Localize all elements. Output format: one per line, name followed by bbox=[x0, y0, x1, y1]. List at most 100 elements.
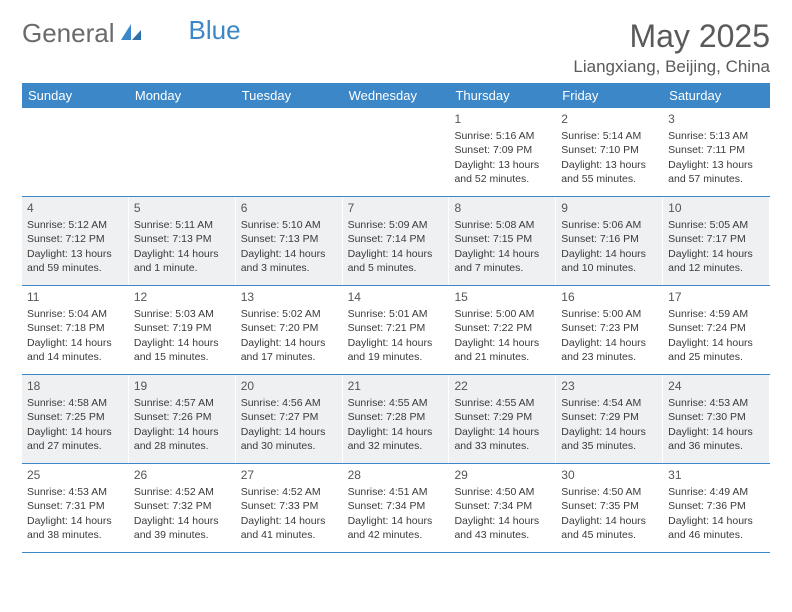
logo-sail-icon bbox=[119, 18, 143, 49]
day-number: 28 bbox=[348, 467, 444, 483]
day-cell: 12Sunrise: 5:03 AMSunset: 7:19 PMDayligh… bbox=[129, 286, 236, 374]
daylight-text: Daylight: 14 hours and 35 minutes. bbox=[561, 425, 657, 453]
sunrise-text: Sunrise: 5:08 AM bbox=[454, 218, 550, 232]
sunset-text: Sunset: 7:14 PM bbox=[348, 232, 444, 246]
daylight-text: Daylight: 14 hours and 43 minutes. bbox=[454, 514, 550, 542]
day-cell: 5Sunrise: 5:11 AMSunset: 7:13 PMDaylight… bbox=[129, 197, 236, 285]
daylight-text: Daylight: 14 hours and 32 minutes. bbox=[348, 425, 444, 453]
sunrise-text: Sunrise: 5:00 AM bbox=[454, 307, 550, 321]
day-cell: 17Sunrise: 4:59 AMSunset: 7:24 PMDayligh… bbox=[663, 286, 770, 374]
sunset-text: Sunset: 7:13 PM bbox=[241, 232, 337, 246]
sunset-text: Sunset: 7:11 PM bbox=[668, 143, 764, 157]
day-cell: 16Sunrise: 5:00 AMSunset: 7:23 PMDayligh… bbox=[556, 286, 663, 374]
day-number: 23 bbox=[561, 378, 657, 394]
day-cell: 6Sunrise: 5:10 AMSunset: 7:13 PMDaylight… bbox=[236, 197, 343, 285]
day-number: 29 bbox=[454, 467, 550, 483]
daylight-text: Daylight: 14 hours and 41 minutes. bbox=[241, 514, 337, 542]
logo-text-general: General bbox=[22, 18, 115, 49]
day-cell: 2 Sunrise: 5:14 AMSunset: 7:10 PMDaylight… bbox=[556, 108, 663, 196]
day-cell: 15 Sunrise: 5:00 AMSunset: 7:22 PMDayligh… bbox=[449, 286, 556, 374]
daylight-text: Daylight: 14 hours and 33 minutes. bbox=[454, 425, 550, 453]
day-cell: 21Sunrise: 4:55 AMSunset: 7:28 PMDayligh… bbox=[343, 375, 450, 463]
sunrise-text: Sunrise: 5:12 AM bbox=[27, 218, 123, 232]
sunset-text: Sunset: 7:10 PM bbox=[561, 143, 657, 157]
sunrise-text: Sunrise: 5:11 AM bbox=[134, 218, 230, 232]
sunset-text: Sunset: 7:20 PM bbox=[241, 321, 337, 335]
day-number: 6 bbox=[241, 200, 337, 216]
day-header-sun: Sunday bbox=[22, 83, 129, 108]
daylight-text: Daylight: 14 hours and 39 minutes. bbox=[134, 514, 230, 542]
day-number: 27 bbox=[241, 467, 337, 483]
day-number: 31 bbox=[668, 467, 764, 483]
day-number: 19 bbox=[134, 378, 230, 394]
day-number: 20 bbox=[241, 378, 337, 394]
daylight-text: Daylight: 14 hours and 3 minutes. bbox=[241, 247, 337, 275]
day-cell: 23Sunrise: 4:54 AMSunset: 7:29 PMDayligh… bbox=[556, 375, 663, 463]
day-cell: 25Sunrise: 4:53 AMSunset: 7:31 PMDayligh… bbox=[22, 464, 129, 552]
daylight-text: Daylight: 14 hours and 15 minutes. bbox=[134, 336, 230, 364]
sunrise-text: Sunrise: 5:05 AM bbox=[668, 218, 764, 232]
day-number: 2 bbox=[561, 111, 657, 127]
daylight-text: Daylight: 14 hours and 21 minutes. bbox=[454, 336, 550, 364]
sunset-text: Sunset: 7:34 PM bbox=[348, 499, 444, 513]
day-number: 11 bbox=[27, 289, 123, 305]
day-header-thu: Thursday bbox=[449, 83, 556, 108]
day-number: 25 bbox=[27, 467, 123, 483]
sunset-text: Sunset: 7:35 PM bbox=[561, 499, 657, 513]
sunrise-text: Sunrise: 5:04 AM bbox=[27, 307, 123, 321]
sunrise-text: Sunrise: 4:58 AM bbox=[27, 396, 123, 410]
daylight-text: Daylight: 13 hours and 59 minutes. bbox=[27, 247, 123, 275]
sunrise-text: Sunrise: 5:16 AM bbox=[454, 129, 550, 143]
day-cell: 31 Sunrise: 4:49 AMSunset: 7:36 PMDayligh… bbox=[663, 464, 770, 552]
day-cell: 26Sunrise: 4:52 AMSunset: 7:32 PMDayligh… bbox=[129, 464, 236, 552]
day-cell: 7Sunrise: 5:09 AMSunset: 7:14 PMDaylight… bbox=[343, 197, 450, 285]
day-number: 1 bbox=[454, 111, 550, 127]
day-header-sat: Saturday bbox=[663, 83, 770, 108]
sunrise-text: Sunrise: 4:50 AM bbox=[561, 485, 657, 499]
sunrise-text: Sunrise: 4:55 AM bbox=[348, 396, 444, 410]
day-number: 22 bbox=[454, 378, 550, 394]
sunrise-text: Sunrise: 4:49 AM bbox=[668, 485, 764, 499]
weeks-container: 1Sunrise: 5:16 AMSunset: 7:09 PMDaylight… bbox=[22, 108, 770, 553]
day-number: 15 bbox=[454, 289, 550, 305]
week-row: 1Sunrise: 5:16 AMSunset: 7:09 PMDaylight… bbox=[22, 108, 770, 197]
sunset-text: Sunset: 7:33 PM bbox=[241, 499, 337, 513]
day-number: 17 bbox=[668, 289, 764, 305]
daylight-text: Daylight: 14 hours and 10 minutes. bbox=[561, 247, 657, 275]
sunset-text: Sunset: 7:22 PM bbox=[454, 321, 550, 335]
day-cell: 22Sunrise: 4:55 AMSunset: 7:29 PMDayligh… bbox=[449, 375, 556, 463]
day-header-row: Sunday Monday Tuesday Wednesday Thursday… bbox=[22, 83, 770, 108]
month-title: May 2025 bbox=[573, 18, 770, 55]
day-cell: 8Sunrise: 5:08 AMSunset: 7:15 PMDaylight… bbox=[449, 197, 556, 285]
day-cell: 4Sunrise: 5:12 AMSunset: 7:12 PMDaylight… bbox=[22, 197, 129, 285]
day-cell: 29 Sunrise: 4:50 AMSunset: 7:34 PMDayligh… bbox=[449, 464, 556, 552]
sunrise-text: Sunrise: 4:52 AM bbox=[241, 485, 337, 499]
day-number: 30 bbox=[561, 467, 657, 483]
sunrise-text: Sunrise: 4:54 AM bbox=[561, 396, 657, 410]
sunset-text: Sunset: 7:23 PM bbox=[561, 321, 657, 335]
sunset-text: Sunset: 7:34 PM bbox=[454, 499, 550, 513]
day-header-mon: Monday bbox=[129, 83, 236, 108]
sunset-text: Sunset: 7:13 PM bbox=[134, 232, 230, 246]
day-header-wed: Wednesday bbox=[343, 83, 450, 108]
daylight-text: Daylight: 14 hours and 1 minute. bbox=[134, 247, 230, 275]
daylight-text: Daylight: 14 hours and 27 minutes. bbox=[27, 425, 123, 453]
sunrise-text: Sunrise: 5:00 AM bbox=[561, 307, 657, 321]
day-cell: 27 Sunrise: 4:52 AMSunset: 7:33 PMDayligh… bbox=[236, 464, 343, 552]
sunrise-text: Sunrise: 5:14 AM bbox=[561, 129, 657, 143]
sunrise-text: Sunrise: 4:52 AM bbox=[134, 485, 230, 499]
daylight-text: Daylight: 13 hours and 55 minutes. bbox=[561, 158, 657, 186]
week-row: 25Sunrise: 4:53 AMSunset: 7:31 PMDayligh… bbox=[22, 464, 770, 553]
daylight-text: Daylight: 14 hours and 46 minutes. bbox=[668, 514, 764, 542]
daylight-text: Daylight: 14 hours and 23 minutes. bbox=[561, 336, 657, 364]
day-cell: 20Sunrise: 4:56 AMSunset: 7:27 PMDayligh… bbox=[236, 375, 343, 463]
sunset-text: Sunset: 7:18 PM bbox=[27, 321, 123, 335]
sunset-text: Sunset: 7:17 PM bbox=[668, 232, 764, 246]
day-number: 13 bbox=[241, 289, 337, 305]
sunrise-text: Sunrise: 4:50 AM bbox=[454, 485, 550, 499]
sunset-text: Sunset: 7:24 PM bbox=[668, 321, 764, 335]
sunset-text: Sunset: 7:21 PM bbox=[348, 321, 444, 335]
sunset-text: Sunset: 7:36 PM bbox=[668, 499, 764, 513]
day-cell: 3Sunrise: 5:13 AMSunset: 7:11 PMDaylight… bbox=[663, 108, 770, 196]
day-cell: 10Sunrise: 5:05 AMSunset: 7:17 PMDayligh… bbox=[663, 197, 770, 285]
